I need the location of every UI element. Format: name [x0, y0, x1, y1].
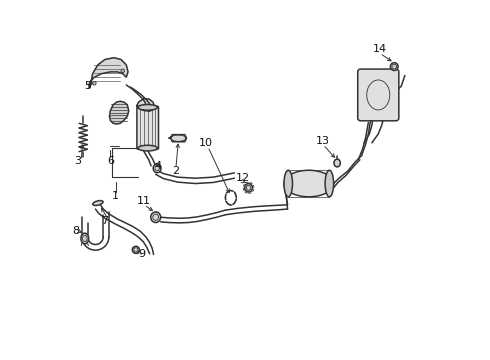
Polygon shape [169, 135, 187, 142]
Text: 8: 8 [72, 226, 79, 237]
Polygon shape [89, 58, 128, 88]
Ellipse shape [334, 159, 341, 167]
Ellipse shape [138, 145, 157, 151]
Text: 14: 14 [372, 44, 387, 54]
Polygon shape [137, 99, 155, 111]
Ellipse shape [93, 201, 103, 206]
Text: 5: 5 [84, 81, 91, 91]
Text: 1: 1 [112, 191, 119, 201]
Ellipse shape [391, 63, 398, 71]
Ellipse shape [245, 184, 252, 192]
Ellipse shape [121, 69, 124, 73]
Text: 6: 6 [107, 156, 114, 166]
Text: 4: 4 [155, 161, 162, 171]
Ellipse shape [325, 170, 334, 197]
Text: 12: 12 [236, 173, 250, 183]
Ellipse shape [151, 212, 161, 222]
Ellipse shape [138, 104, 157, 110]
FancyBboxPatch shape [358, 69, 399, 121]
Ellipse shape [153, 164, 161, 173]
Text: 10: 10 [199, 138, 213, 148]
Polygon shape [110, 101, 129, 124]
Ellipse shape [284, 170, 334, 197]
Text: 2: 2 [172, 166, 179, 176]
Text: 9: 9 [139, 249, 146, 260]
Text: 11: 11 [137, 196, 151, 206]
FancyBboxPatch shape [137, 106, 159, 149]
Text: 7: 7 [101, 216, 109, 226]
Ellipse shape [132, 246, 139, 253]
Text: 13: 13 [316, 136, 330, 146]
Ellipse shape [93, 81, 96, 85]
Ellipse shape [284, 170, 293, 197]
Ellipse shape [81, 233, 89, 244]
Text: 3: 3 [74, 156, 81, 166]
